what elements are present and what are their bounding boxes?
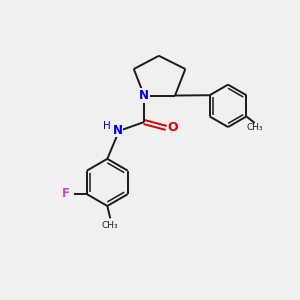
Text: CH₃: CH₃ bbox=[102, 220, 119, 230]
Text: CH₃: CH₃ bbox=[246, 123, 263, 132]
Text: N: N bbox=[139, 89, 149, 102]
Text: F: F bbox=[62, 187, 70, 200]
Text: O: O bbox=[167, 122, 178, 134]
Text: H: H bbox=[103, 121, 111, 130]
Text: N: N bbox=[112, 124, 123, 137]
